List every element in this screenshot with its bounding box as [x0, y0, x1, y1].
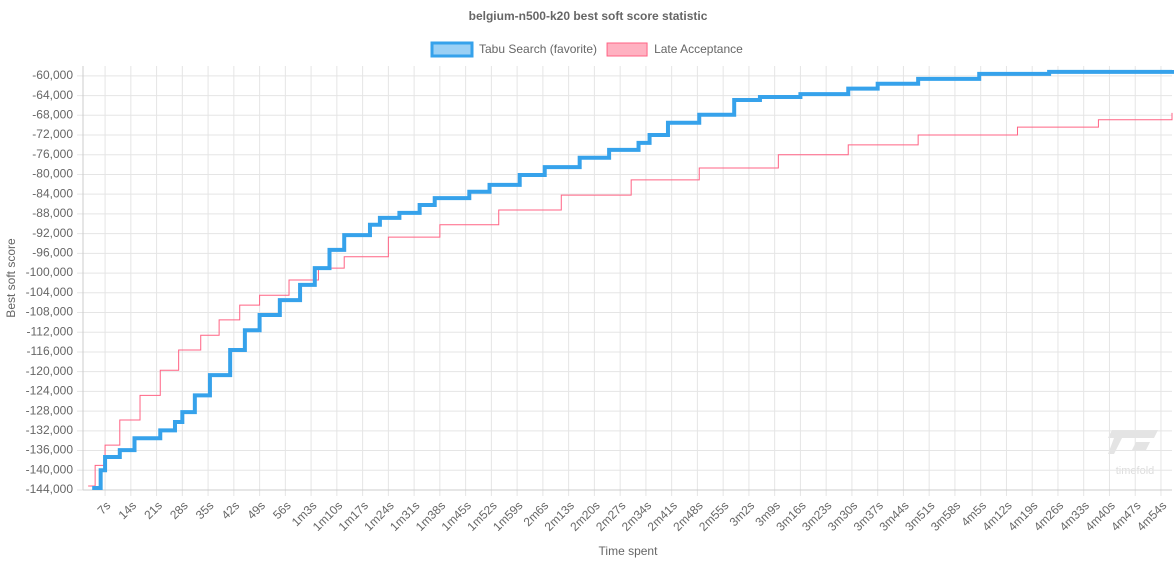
x-tick-label: 28s [167, 498, 191, 522]
y-tick-label: -124,000 [26, 384, 74, 398]
chart-title: belgium-n500-k20 best soft score statist… [469, 9, 708, 23]
watermark-logo [1108, 430, 1158, 454]
x-tick-label: 3m58s [928, 498, 963, 533]
x-tick-label: 21s [141, 498, 165, 522]
y-tick-label: -120,000 [26, 364, 74, 378]
legend-label: Late Acceptance [654, 42, 743, 56]
y-tick-label: -96,000 [32, 246, 73, 260]
y-tick-label: -108,000 [26, 305, 74, 319]
y-tick-label: -60,000 [32, 68, 73, 82]
y-axis-label: Best soft score [4, 238, 18, 318]
y-tick-label: -84,000 [32, 186, 73, 200]
series-line [88, 112, 1173, 487]
y-tick-label: -80,000 [32, 167, 73, 181]
x-tick-label: 7s [95, 498, 114, 517]
y-tick-label: -88,000 [32, 206, 73, 220]
legend-item: Tabu Search (favorite) [430, 41, 597, 58]
series-line [92, 69, 1174, 491]
y-tick-label: -144,000 [26, 482, 74, 496]
y-tick-label: -64,000 [32, 88, 73, 102]
x-tick-label: 4m54s [1134, 498, 1169, 533]
x-tick-label: 49s [244, 498, 268, 522]
y-tick-label: -112,000 [27, 324, 74, 338]
x-tick-label: 1m59s [490, 498, 525, 533]
y-tick-label: -104,000 [26, 285, 74, 299]
y-tick-label: -128,000 [26, 403, 74, 417]
legend-item: Late Acceptance [606, 42, 743, 57]
y-tick-label: -92,000 [32, 226, 73, 240]
y-tick-label: -116,000 [27, 344, 74, 358]
x-tick-label: 14s [116, 498, 140, 522]
x-tick-label: 3m2s [727, 498, 758, 529]
legend-swatch [430, 41, 474, 58]
x-axis-label: Time spent [599, 544, 659, 558]
y-tick-label: -100,000 [26, 265, 74, 279]
x-tick-label: 2m55s [696, 498, 731, 533]
y-tick-label: -136,000 [26, 443, 74, 457]
legend-label: Tabu Search (favorite) [479, 42, 597, 56]
x-tick-label: 35s [193, 498, 217, 522]
y-tick-label: -72,000 [32, 127, 73, 141]
y-tick-label: -76,000 [32, 147, 73, 161]
y-tick-label: -68,000 [32, 107, 73, 121]
x-tick-label: 42s [219, 498, 243, 522]
y-tick-label: -132,000 [26, 423, 74, 437]
y-tick-label: -140,000 [26, 462, 74, 476]
legend-swatch [606, 42, 648, 57]
